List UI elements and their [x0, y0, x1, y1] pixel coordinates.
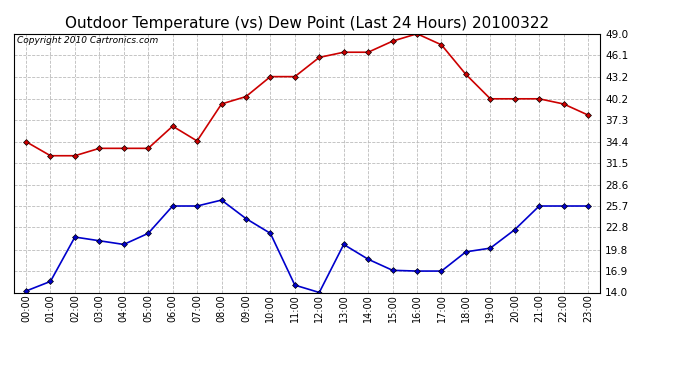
- Text: Copyright 2010 Cartronics.com: Copyright 2010 Cartronics.com: [17, 36, 158, 45]
- Title: Outdoor Temperature (vs) Dew Point (Last 24 Hours) 20100322: Outdoor Temperature (vs) Dew Point (Last…: [65, 16, 549, 31]
